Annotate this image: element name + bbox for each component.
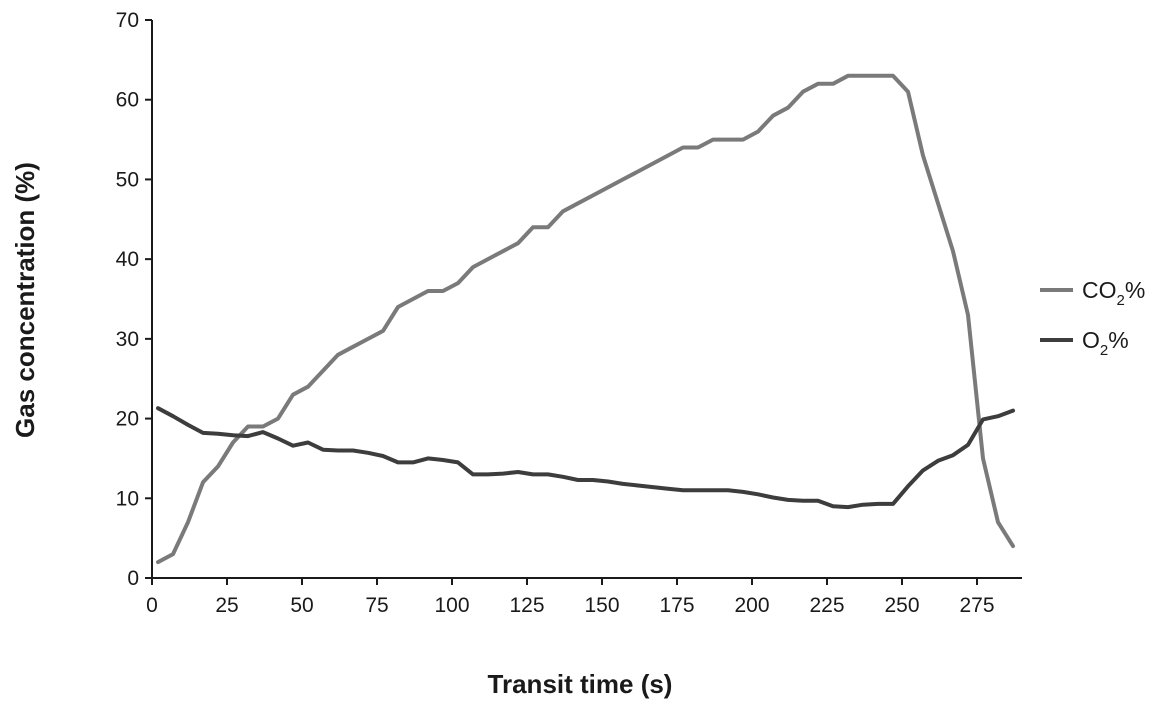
y-axis-title: Gas concentration (%) (10, 162, 40, 438)
series-line-o2 (156, 406, 1015, 510)
legend-subscript: 2 (1100, 342, 1108, 359)
x-tick-label: 250 (884, 594, 919, 617)
x-tick-label: 175 (659, 594, 694, 617)
x-tick-label: 275 (959, 594, 994, 617)
legend-name: CO (1082, 277, 1117, 303)
y-tick-label: 50 (116, 168, 139, 191)
x-axis-title: Transit time (s) (488, 669, 673, 699)
x-tick-label: 0 (146, 594, 158, 617)
legend: CO2%O2% (1040, 277, 1145, 359)
y-tick-label: 30 (116, 328, 139, 351)
legend-suffix: % (1108, 327, 1128, 353)
y-axis: 0 10 20 30 40 50 60 70 (116, 9, 153, 590)
y-tick-label: 40 (116, 248, 139, 271)
legend-subscript: 2 (1117, 292, 1125, 309)
x-tick-label: 225 (809, 594, 844, 617)
y-tick-label: 20 (116, 408, 139, 431)
y-tick-label: 60 (116, 89, 139, 112)
y-tick-label: 10 (116, 487, 139, 510)
y-tick-label: 70 (116, 9, 139, 32)
series-layer (156, 73, 1015, 565)
x-tick-label: 75 (365, 594, 388, 617)
x-axis: 0 25 50 75 100 125 150 175 200 225 250 275 (146, 577, 1022, 617)
legend-suffix: % (1125, 277, 1145, 303)
x-tick-label: 200 (734, 594, 769, 617)
legend-name: O (1082, 327, 1100, 353)
legend-item-co2: CO2% (1040, 277, 1145, 309)
series-line-co2 (156, 73, 1015, 565)
x-tick-label: 100 (434, 594, 469, 617)
x-tick-label: 150 (584, 594, 619, 617)
legend-label-co2: CO2% (1082, 277, 1145, 309)
x-tick-label: 125 (509, 594, 544, 617)
x-tick-label: 25 (215, 594, 238, 617)
x-tick-label: 50 (290, 594, 313, 617)
y-tick-label: 0 (127, 567, 139, 590)
legend-item-o2: O2% (1040, 327, 1129, 359)
legend-label-o2: O2% (1082, 327, 1129, 359)
